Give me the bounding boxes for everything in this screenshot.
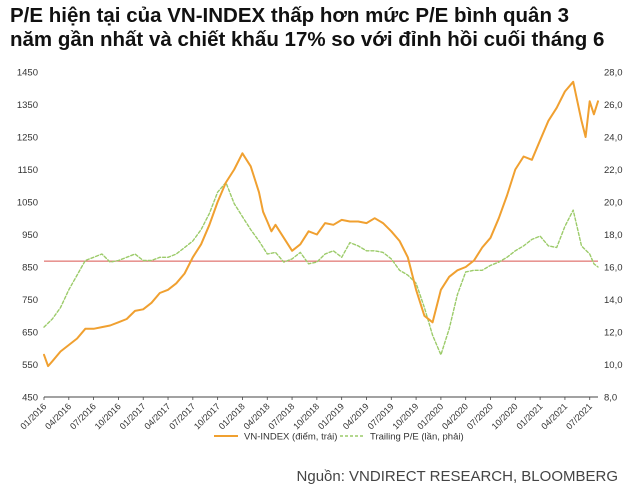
y-left-tick-label: 750 [22,295,38,306]
y-right-tick-label: 14,0 [604,295,623,306]
y-left-tick-label: 1250 [17,133,38,144]
y-right-tick-label: 12,0 [604,328,623,339]
chart-title: P/E hiện tại của VN-INDEX thấp hơn mức P… [10,4,632,52]
legend: VN-INDEX (điểm, trái) Trailing P/E (lần,… [214,432,464,443]
x-tick-label: 01/2018 [217,401,247,431]
x-tick-label: 10/2016 [93,401,123,431]
x-tick-label: 10/2017 [192,401,222,431]
x-tick-label: 07/2019 [366,401,396,431]
x-tick-label: 01/2020 [415,401,445,431]
x-tick-label: 07/2017 [167,401,197,431]
series-vnindex-line [43,80,599,368]
y-left-tick-label: 550 [22,360,38,371]
y-right-tick-label: 28,0 [604,68,623,79]
legend-label-vnindex: VN-INDEX (điểm, trái) [244,432,337,443]
x-tick-label: 10/2020 [490,401,520,431]
series-layer [43,80,599,368]
x-tick-label: 07/2021 [564,401,594,431]
x-tick-label: 04/2016 [43,401,73,431]
y-right-tick-label: 26,0 [604,100,623,111]
x-tick-label: 04/2020 [440,401,470,431]
axes: 1450 1350 1250 1150 1050 950 850 750 650 550 450 28… [17,68,623,432]
x-tick-label: 04/2021 [539,401,569,431]
series-pe-line [43,181,599,356]
y-right-tick-label: 20,0 [604,198,623,209]
y-left-tick-label: 1050 [17,198,38,209]
y-right-tick-label: 24,0 [604,133,623,144]
x-tick-label: 07/2016 [68,401,98,431]
y-right-tick-label: 22,0 [604,165,623,176]
x-tick-label: 01/2021 [514,401,544,431]
y-right-tick-label: 16,0 [604,263,623,274]
y-left-tick-label: 950 [22,230,38,241]
y-right-tick-label: 18,0 [604,230,623,241]
y-left-tick-label: 850 [22,263,38,274]
x-tick-label: 04/2019 [341,401,371,431]
x-tick-label: 04/2017 [142,401,172,431]
legend-label-pe: Trailing P/E (lần, phải) [370,432,464,443]
y-left-tick-label: 450 [22,393,38,404]
y-left-tick-label: 1350 [17,100,38,111]
x-tick-label: 10/2019 [390,401,420,431]
title-line-1: P/E hiện tại của VN-INDEX thấp hơn mức P… [10,4,570,27]
x-tick-label: 07/2020 [465,401,495,431]
y-left-tick-label: 1150 [18,165,38,176]
x-tick-label: 01/2019 [316,401,346,431]
x-tick-label: 01/2017 [118,401,148,431]
source-note: Nguồn: VNDIRECT RESEARCH, BLOOMBERG [296,468,618,485]
y-right-tick-label: 10,0 [604,360,623,371]
y-left-tick-label: 650 [22,328,38,339]
x-tick-label: 01/2016 [18,401,48,431]
title-line-2: năm gần nhất và chiết khấu 17% so với đỉ… [10,28,605,51]
x-tick-label: 10/2018 [291,401,321,431]
x-tick-label: 07/2018 [266,401,296,431]
y-left-tick-label: 1450 [17,68,38,79]
x-tick-label: 04/2018 [242,401,272,431]
y-right-tick-label: 8,0 [604,393,617,404]
